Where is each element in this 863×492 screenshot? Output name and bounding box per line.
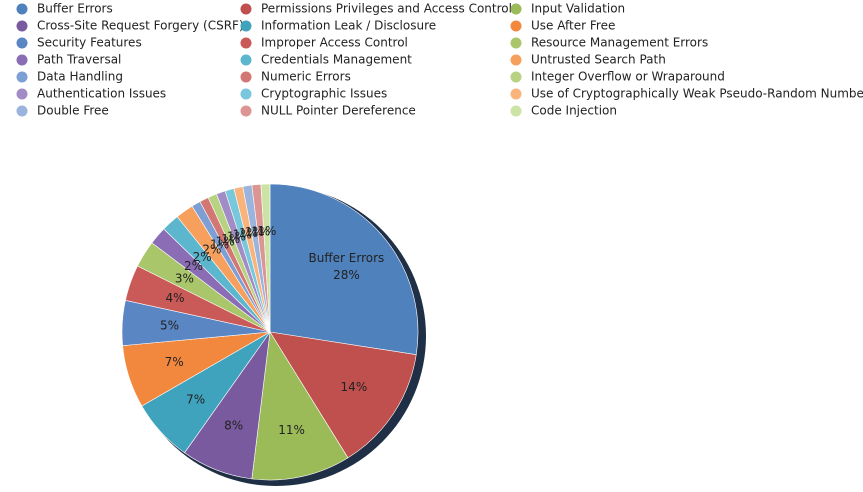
legend-swatch [240, 105, 252, 117]
data-label: 1% [251, 224, 270, 238]
legend-label: Permissions Privileges and Access Contro… [261, 2, 512, 16]
legend-swatch [510, 71, 522, 83]
legend-label: Double Free [37, 104, 109, 118]
legend-swatch [240, 20, 252, 32]
legend-swatch [510, 3, 522, 15]
legend-label: Input Validation [531, 2, 625, 16]
legend-swatch [16, 88, 28, 100]
legend-swatch [16, 54, 28, 66]
pie-slice [269, 331, 417, 459]
legend-swatch [240, 37, 252, 49]
legend-label: Use After Free [531, 19, 615, 33]
legend-label: NULL Pointer Dereference [261, 104, 416, 118]
legend-label: Code Injection [531, 104, 617, 118]
legend-swatch [240, 71, 252, 83]
data-label: 1% [245, 225, 264, 239]
legend-label: Cryptographic Issues [261, 87, 387, 101]
legend-swatch [510, 37, 522, 49]
data-label: 4% [166, 291, 185, 305]
slice-name: Buffer Errors [309, 251, 385, 265]
legend-label: Security Features [37, 36, 142, 50]
legend-label: Buffer Errors [37, 2, 113, 16]
legend-swatch [510, 88, 522, 100]
legend-label: Resource Management Errors [531, 36, 708, 50]
legend-swatch [510, 20, 522, 32]
legend-label: Integer Overflow or Wraparound [531, 70, 725, 84]
pie-slice [269, 183, 419, 356]
pie-slice [260, 183, 271, 333]
legend-label: Use of Cryptographically Weak Pseudo-Ran… [531, 87, 863, 101]
data-label: 1% [257, 224, 276, 238]
data-label: 1% [233, 228, 252, 242]
data-label: 1% [221, 232, 240, 246]
legend-swatch [240, 88, 252, 100]
legend-swatch [16, 37, 28, 49]
legend-label: Authentication Issues [37, 87, 166, 101]
legend-label: Data Handling [37, 70, 123, 84]
data-label: 3% [175, 272, 194, 286]
legend-label: Credentials Management [261, 53, 412, 67]
data-label: 7% [165, 355, 184, 369]
legend-swatch [16, 71, 28, 83]
data-label: 1% [210, 237, 229, 251]
data-label: 1% [216, 234, 235, 248]
data-label: 5% [160, 318, 179, 332]
legend-swatch [16, 3, 28, 15]
legend-swatch [240, 54, 252, 66]
data-label: 28% [333, 268, 360, 282]
data-label: 8% [224, 418, 243, 432]
data-label: 2% [202, 242, 221, 256]
legend-swatch [16, 105, 28, 117]
data-label: 14% [341, 380, 368, 394]
data-label: 11% [278, 423, 305, 437]
legend-swatch [240, 3, 252, 15]
data-label: 2% [193, 250, 212, 264]
legend-label: Information Leak / Disclosure [261, 19, 436, 33]
data-label: 1% [227, 230, 246, 244]
legend-label: Improper Access Control [261, 36, 408, 50]
legend-label: Cross-Site Request Forgery (CSRF) [37, 19, 244, 33]
data-label: 7% [186, 392, 205, 406]
legend-swatch [16, 20, 28, 32]
legend-swatch [510, 105, 522, 117]
data-label: 1% [239, 226, 258, 240]
pie-slice [251, 331, 349, 481]
legend-label: Numeric Errors [261, 70, 351, 84]
legend-label: Untrusted Search Path [531, 53, 666, 67]
legend-swatch [510, 54, 522, 66]
data-label: 2% [184, 259, 203, 273]
legend-label: Path Traversal [37, 53, 121, 67]
